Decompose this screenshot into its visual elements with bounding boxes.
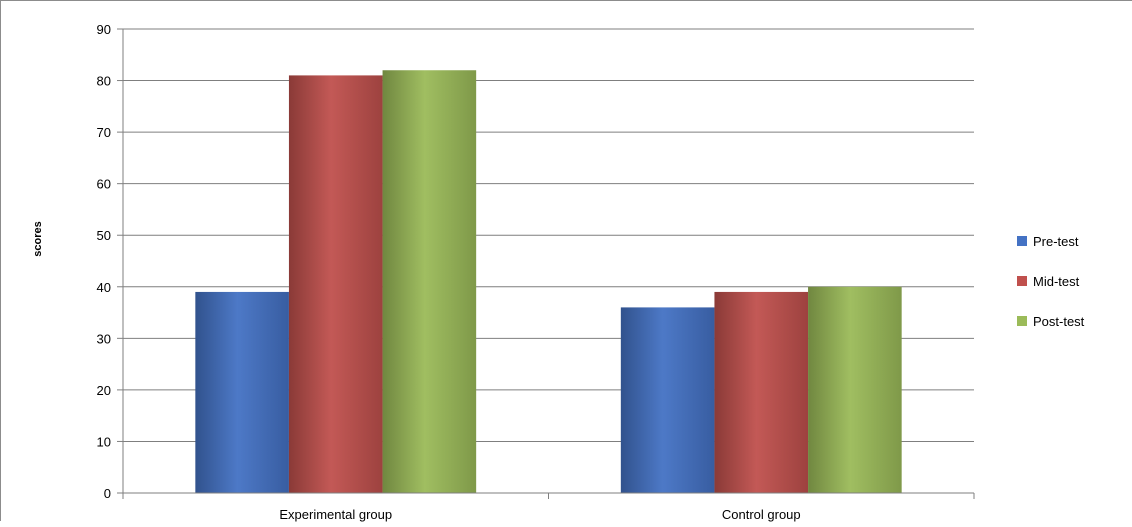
- legend-label: Post-test: [1033, 314, 1085, 329]
- y-axis-title: scores: [32, 221, 44, 256]
- legend-swatch: [1017, 236, 1027, 246]
- legend-item: Post-test: [1017, 314, 1085, 329]
- legend-swatch: [1017, 276, 1027, 286]
- y-tick-label: 10: [97, 434, 111, 449]
- x-category-label: Control group: [722, 507, 801, 522]
- y-tick-label: 0: [104, 486, 111, 501]
- y-tick-label: 40: [97, 280, 111, 295]
- y-tick-label: 80: [97, 74, 111, 89]
- axes: [117, 28, 975, 499]
- bar-post-test-1: [808, 286, 902, 493]
- legend-item: Mid-test: [1017, 274, 1080, 289]
- bar-pre-test-1: [620, 307, 715, 493]
- y-tick-label: 50: [97, 228, 111, 243]
- bar-post-test-0: [382, 70, 477, 493]
- bars: [195, 70, 902, 494]
- legend: Pre-test Mid-test Post-test: [1017, 234, 1085, 329]
- x-category-label: Experimental group: [279, 507, 392, 522]
- legend-item: Pre-test: [1017, 234, 1079, 249]
- y-tick-label: 20: [97, 383, 111, 398]
- axis-labels: 0 10 20 30 40 50 60 70 80 90 Experimental group Con…: [97, 22, 801, 522]
- y-tick-label: 60: [97, 177, 111, 192]
- bar-mid-test-0: [288, 75, 383, 494]
- legend-swatch: [1017, 316, 1027, 326]
- y-tick-label: 90: [97, 22, 111, 37]
- y-tick-label: 70: [97, 125, 111, 140]
- bar-pre-test-0: [195, 291, 289, 493]
- legend-label: Pre-test: [1033, 234, 1079, 249]
- y-tick-label: 30: [97, 331, 111, 346]
- bar-mid-test-1: [714, 291, 809, 493]
- legend-label: Mid-test: [1033, 274, 1080, 289]
